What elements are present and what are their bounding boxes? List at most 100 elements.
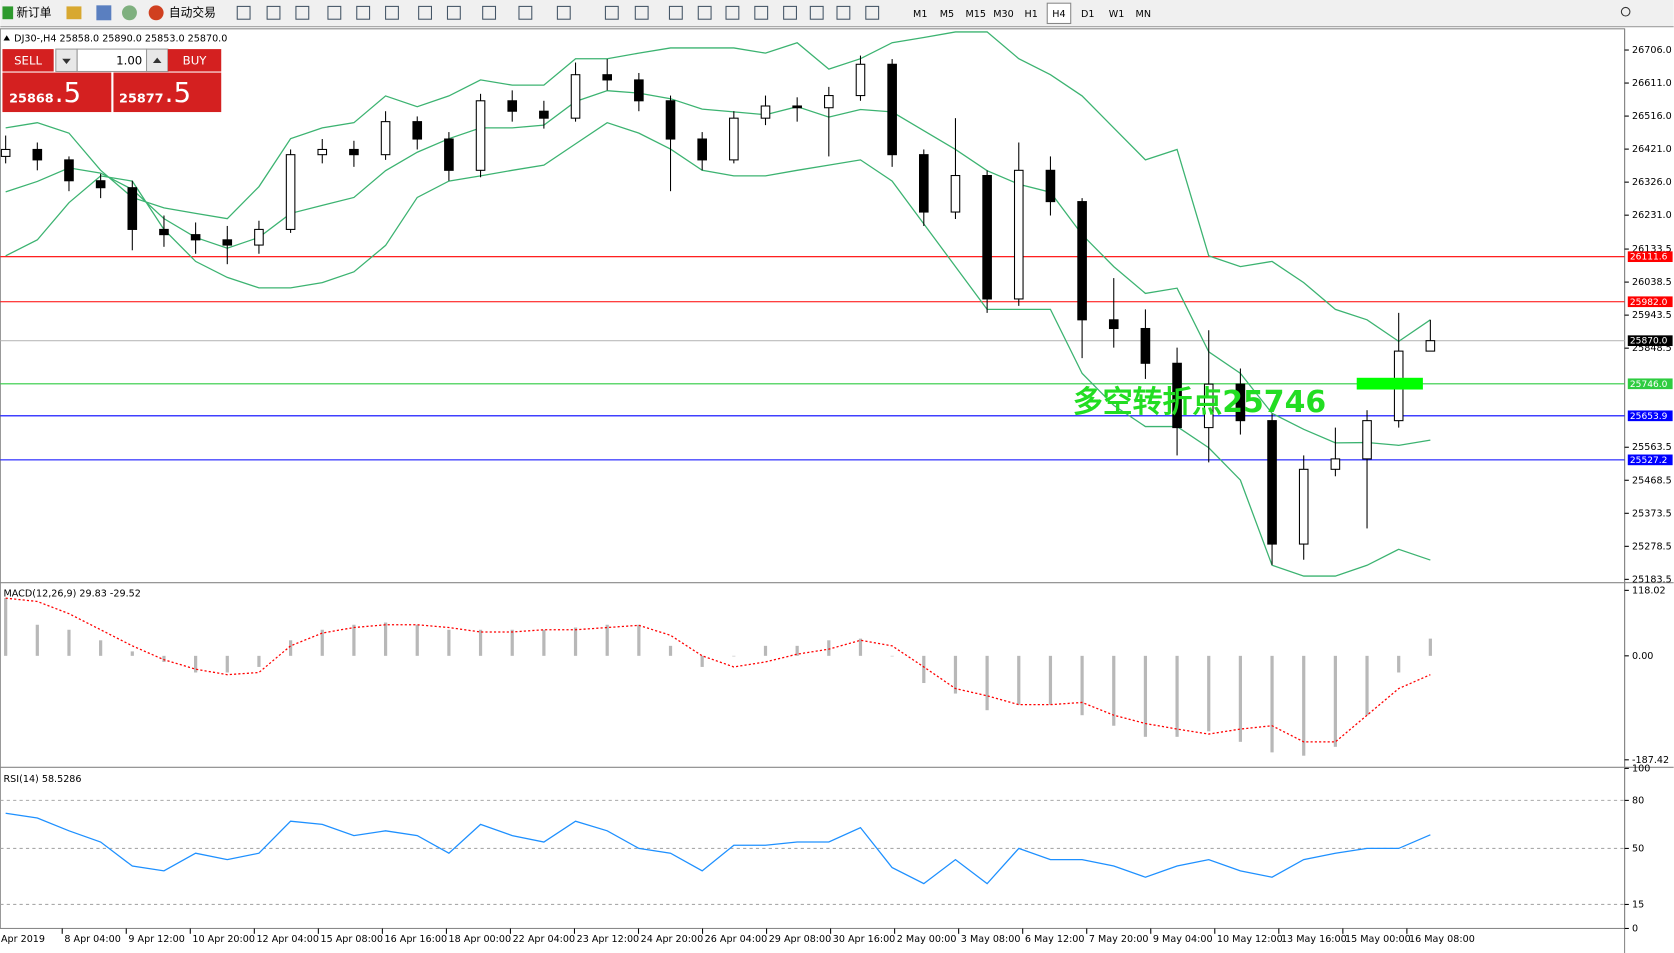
y-tick-label: 26611.0 — [1632, 78, 1672, 89]
histogram-bar — [194, 655, 198, 673]
toolbar-icon[interactable] — [697, 5, 712, 20]
toolbar-icon[interactable] — [754, 5, 769, 20]
toolbar-icon[interactable] — [266, 5, 281, 20]
toolbar-icon[interactable] — [66, 6, 82, 20]
histogram-bar — [225, 655, 229, 673]
toolbar-icon[interactable] — [668, 5, 683, 20]
y-tick-label: 26133.5 — [1632, 244, 1672, 255]
candle-body — [190, 234, 201, 241]
histogram-bar — [922, 655, 926, 684]
timeframe-button[interactable]: MN — [1136, 9, 1151, 20]
bid-main[interactable]: 25868 — [9, 92, 54, 107]
candle-body — [918, 154, 929, 213]
histogram-bar — [763, 645, 768, 656]
toolbar-icon[interactable] — [482, 5, 497, 20]
toolbar-icon[interactable] — [295, 5, 310, 20]
timeframe-button[interactable]: H4 — [1052, 9, 1065, 20]
buy-button[interactable] — [167, 49, 222, 72]
up-arrow — [152, 57, 162, 63]
series-line — [5, 597, 1431, 743]
histogram-bar — [1017, 655, 1021, 705]
histogram-bar — [1428, 638, 1432, 656]
auto-trading-icon[interactable] — [148, 5, 164, 21]
toolbar-icon[interactable] — [121, 5, 137, 21]
toolbar-icon[interactable] — [327, 5, 342, 20]
sell-label[interactable]: SELL — [14, 53, 42, 67]
toolbar-icon[interactable] — [604, 5, 619, 20]
histogram-bar — [1302, 655, 1306, 756]
buy-label[interactable]: BUY — [183, 53, 208, 67]
timeframe-button[interactable]: H1 — [1025, 9, 1038, 20]
toolbar-icon[interactable] — [865, 5, 880, 20]
down-arrow — [62, 58, 71, 65]
candle-body — [982, 174, 992, 300]
toolbar-icon[interactable] — [446, 5, 461, 20]
candle-body — [602, 74, 613, 81]
toolbar-icon[interactable] — [418, 5, 433, 20]
toolbar-icon[interactable] — [783, 5, 797, 20]
candle-body — [127, 187, 138, 230]
toolbar-icon[interactable] — [556, 5, 571, 20]
toolbar-icon[interactable] — [836, 5, 851, 20]
series-line — [5, 121, 1431, 577]
timeframe-button[interactable]: M1 — [913, 9, 927, 20]
sell-button[interactable] — [2, 49, 54, 72]
x-tick-label: 6 May 12:00 — [1025, 934, 1085, 945]
toolbar-icon[interactable] — [356, 5, 371, 20]
timeframe-button[interactable]: D1 — [1081, 9, 1095, 20]
new-order-button[interactable]: 新订单 — [16, 5, 51, 19]
bid-fraction[interactable]: .5 — [55, 76, 81, 109]
histogram-bar — [67, 629, 71, 656]
toolbar-icon[interactable] — [634, 5, 649, 20]
toolbar-icon[interactable] — [96, 5, 112, 21]
plot-layer: 26706.0 26611.0 26516.0 26421.0 26326.0 26231… — [0, 31, 1673, 945]
price-tag — [1627, 454, 1673, 466]
x-tick-label: 16 May 08:00 — [1409, 934, 1475, 945]
timeframe-button[interactable]: M15 — [965, 9, 986, 20]
y-tick-label: 26706.0 — [1632, 45, 1672, 56]
lot-value[interactable]: 1.00 — [116, 53, 142, 67]
histogram-bar — [1175, 655, 1179, 737]
histogram-bar — [668, 645, 673, 656]
ask-fraction[interactable]: .5 — [165, 76, 191, 109]
pivot-marker — [1356, 377, 1423, 390]
candle-body — [285, 154, 296, 230]
new-order-icon[interactable] — [2, 6, 14, 20]
toolbar-icon[interactable] — [385, 5, 399, 20]
candle-body — [887, 63, 897, 156]
price-tag — [1627, 296, 1673, 308]
series-line — [5, 90, 1431, 446]
sell-price-box[interactable] — [2, 72, 112, 113]
y-tick-label: 26231.0 — [1632, 210, 1672, 221]
auto-trading-button[interactable]: 自动交易 — [169, 5, 216, 19]
y-tick-label: -187.42 — [1632, 755, 1669, 766]
y-tick-label: 0.00 — [1632, 651, 1653, 662]
price-tag — [1627, 251, 1673, 263]
timeframe-button[interactable]: W1 — [1109, 9, 1125, 20]
candle-body — [1108, 319, 1119, 330]
collapse-icon[interactable] — [3, 35, 10, 41]
candle-body — [507, 100, 518, 112]
histogram-bar — [162, 655, 166, 662]
histogram-bar — [1080, 655, 1084, 716]
toolbar-icon[interactable] — [518, 5, 533, 20]
y-tick-label: 15 — [1632, 899, 1644, 910]
toolbar-icon[interactable] — [809, 5, 824, 20]
candle-body — [760, 105, 771, 119]
x-tick-label: 3 May 08:00 — [961, 934, 1021, 945]
histogram-bar — [447, 629, 451, 656]
timeframe-button[interactable]: M30 — [993, 9, 1014, 20]
histogram-bar — [510, 629, 514, 656]
toolbar-icon[interactable] — [725, 5, 740, 20]
candle-body — [855, 63, 866, 97]
histogram-bar — [605, 624, 609, 656]
toolbar-icon[interactable] — [236, 5, 251, 20]
ask-main[interactable]: 25877 — [119, 92, 164, 107]
price-tag-label: 25870.0 — [1630, 337, 1668, 347]
buy-price-box[interactable] — [113, 72, 222, 113]
candle-body — [1140, 327, 1151, 364]
timeframe-button[interactable]: M5 — [940, 9, 954, 20]
search-icon[interactable] — [1620, 6, 1631, 17]
histogram-bar — [130, 651, 134, 656]
